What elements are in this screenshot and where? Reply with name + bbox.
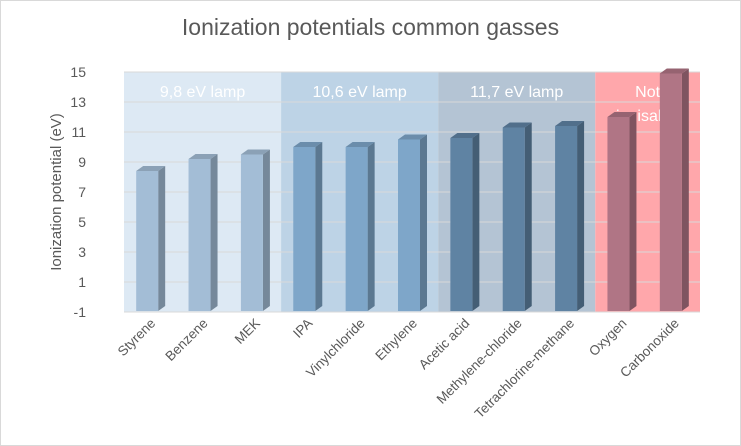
y-tick-label: 9	[78, 154, 86, 170]
bar-side	[315, 142, 323, 311]
y-tick-label: 3	[78, 244, 86, 260]
bar-top	[188, 154, 218, 159]
y-tick-label: 15	[70, 64, 86, 80]
bar-front	[136, 171, 159, 311]
bar-side	[210, 154, 218, 311]
y-tick-label: 5	[78, 214, 86, 230]
bar	[607, 112, 637, 311]
bar-top	[502, 122, 532, 128]
bar-front	[555, 126, 578, 311]
y-axis-title: Ionization potential (eV)	[48, 113, 65, 271]
bar-side	[629, 112, 637, 311]
bar-top	[398, 134, 427, 140]
x-tick-label: Styrene	[115, 316, 159, 360]
bar-top	[136, 166, 166, 171]
bar	[659, 68, 689, 311]
x-tick-label: IPA	[290, 316, 315, 341]
bar-top	[555, 121, 585, 126]
bar-top	[345, 142, 375, 147]
bar-front	[345, 147, 368, 311]
bar-side	[472, 133, 480, 311]
bar-front	[502, 127, 525, 311]
bar-top	[607, 112, 637, 117]
bar-top	[450, 133, 480, 138]
bar-side	[524, 122, 532, 311]
y-tick-label: -1	[74, 304, 87, 320]
bar-front	[188, 159, 211, 311]
x-tick-label: Ethylene	[372, 316, 420, 364]
x-tick-label: Acetic acid	[416, 316, 473, 373]
bar	[502, 122, 532, 311]
bar-front	[240, 154, 263, 311]
chart-title: Ionization potentials common gasses	[181, 14, 560, 40]
bar-front	[293, 147, 316, 311]
bar	[450, 133, 480, 311]
region-label: 11,7 eV lamp	[470, 84, 563, 101]
region-label: Not	[635, 84, 660, 101]
bar-front	[607, 117, 630, 311]
y-tick-label: 1	[78, 274, 86, 290]
bar-front	[398, 139, 420, 311]
bar	[398, 134, 427, 311]
bar	[345, 142, 375, 311]
x-tick-label: MEK	[232, 316, 263, 347]
bar	[293, 142, 323, 311]
x-tick-label: Oxygen	[586, 316, 630, 360]
bar-side	[158, 166, 166, 311]
bar-top	[659, 68, 689, 74]
y-tick-label: 11	[71, 124, 86, 140]
bar-side	[681, 68, 689, 311]
region-label: 10,6 eV lamp	[312, 84, 406, 101]
bar	[136, 166, 166, 311]
bar-side	[262, 149, 270, 311]
bar-front	[659, 73, 682, 311]
y-tick-label: 13	[70, 94, 86, 110]
bar	[188, 154, 218, 311]
bar-top	[240, 149, 270, 155]
y-tick-label: 7	[78, 184, 86, 200]
bar-side	[577, 121, 585, 311]
region-label: 9,8 eV lamp	[160, 84, 245, 101]
bar-side	[420, 134, 427, 311]
bar	[240, 149, 270, 311]
bar-top	[293, 142, 323, 147]
x-tick-label: Tetrachlorine-methane	[472, 316, 578, 422]
x-tick-label: Benzene	[162, 316, 210, 364]
bar-side	[367, 142, 375, 311]
bar-front	[450, 138, 473, 311]
bar	[555, 121, 585, 311]
